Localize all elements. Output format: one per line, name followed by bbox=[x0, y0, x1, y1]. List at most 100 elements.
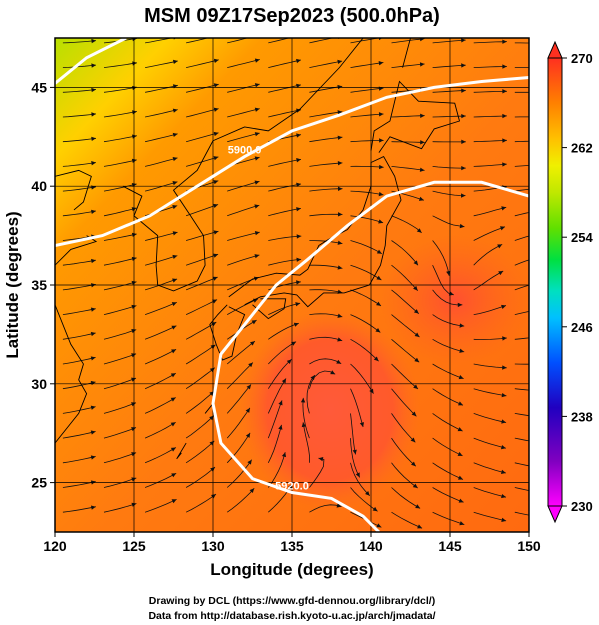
streamline-arrowhead bbox=[457, 427, 463, 432]
streamline-arrowhead bbox=[248, 362, 253, 368]
streamline-arrowhead bbox=[337, 135, 343, 140]
streamline bbox=[62, 431, 96, 439]
streamline-arrowhead bbox=[500, 444, 506, 450]
streamline-arrowhead bbox=[278, 400, 283, 406]
streamline-arrowhead bbox=[212, 276, 218, 281]
streamline bbox=[309, 264, 343, 269]
streamline bbox=[62, 506, 96, 513]
streamline bbox=[185, 321, 217, 340]
streamline-arrowhead bbox=[376, 301, 382, 306]
streamline-arrowhead bbox=[502, 336, 507, 341]
streamline-arrowhead bbox=[254, 231, 260, 236]
streamline bbox=[473, 413, 507, 423]
streamline bbox=[309, 213, 343, 217]
streamline bbox=[268, 258, 302, 266]
coastlines bbox=[55, 38, 461, 460]
streamline-arrowhead bbox=[170, 422, 176, 427]
streamline bbox=[103, 305, 137, 315]
streamline bbox=[473, 139, 507, 143]
streamline bbox=[350, 338, 379, 362]
streamline-arrowhead bbox=[247, 459, 252, 465]
streamline bbox=[432, 190, 466, 196]
streamline bbox=[145, 84, 178, 93]
streamline-arrowhead bbox=[543, 90, 548, 94]
streamline bbox=[473, 115, 507, 118]
streamline-arrowhead bbox=[457, 451, 463, 456]
streamline-arrowhead bbox=[318, 457, 324, 462]
streamline bbox=[350, 462, 370, 496]
streamline-arrowhead bbox=[502, 113, 507, 119]
streamline-arrowhead bbox=[446, 270, 451, 276]
streamline-arrowhead bbox=[132, 38, 137, 42]
streamline-arrowhead bbox=[414, 357, 420, 363]
streamline-arrowhead bbox=[296, 280, 301, 285]
streamline bbox=[432, 511, 465, 525]
streamline bbox=[514, 511, 529, 516]
streamline-arrowhead bbox=[461, 113, 466, 119]
streamline bbox=[185, 367, 215, 390]
streamline-arrowhead bbox=[337, 110, 343, 115]
streamline-arrowhead bbox=[295, 302, 301, 307]
streamline bbox=[302, 422, 310, 463]
streamline bbox=[309, 38, 335, 44]
streamline bbox=[391, 115, 425, 118]
streamline-arrowhead bbox=[500, 469, 506, 474]
streamline-arrowhead bbox=[375, 327, 381, 333]
streamline bbox=[391, 511, 423, 529]
streamline-arrowhead bbox=[458, 401, 464, 406]
streamline-arrowhead bbox=[296, 207, 301, 212]
streamline bbox=[144, 302, 177, 315]
streamline bbox=[144, 325, 177, 340]
streamline bbox=[391, 388, 417, 417]
streamline bbox=[268, 322, 299, 340]
x-tick-label: 135 bbox=[280, 538, 304, 554]
streamline-arrowhead bbox=[296, 58, 301, 64]
streamline bbox=[514, 487, 529, 491]
streamline-arrowhead bbox=[171, 302, 177, 307]
coastline bbox=[209, 304, 246, 361]
x-tick-label: 145 bbox=[438, 538, 462, 554]
streamline bbox=[432, 90, 466, 93]
streamline-arrowhead bbox=[213, 107, 219, 112]
streamline bbox=[268, 38, 291, 44]
coastline bbox=[122, 140, 214, 292]
streamline-arrowhead bbox=[172, 132, 178, 138]
streamline-arrowhead bbox=[91, 87, 97, 93]
streamline-arrowhead bbox=[461, 38, 466, 43]
streamline-arrowhead bbox=[376, 275, 382, 281]
streamline-arrowhead bbox=[542, 254, 547, 258]
streamline-arrowhead bbox=[501, 392, 507, 398]
streamline-arrowhead bbox=[419, 38, 425, 42]
streamline-arrowhead bbox=[543, 139, 548, 143]
streamline-arrowhead bbox=[300, 397, 306, 403]
streamline-arrowhead bbox=[209, 367, 215, 373]
streamline bbox=[103, 452, 137, 464]
streamline-arrowhead bbox=[543, 186, 548, 190]
streamline bbox=[103, 477, 137, 488]
y-axis-label: Latitude (degrees) bbox=[3, 211, 22, 358]
streamline bbox=[268, 208, 301, 217]
streamline-arrowhead bbox=[90, 505, 96, 510]
credit-data: Data from http://database.rish.kyoto-u.a… bbox=[148, 610, 435, 622]
streamline-arrowhead bbox=[90, 430, 96, 435]
streamline-arrowhead bbox=[501, 493, 506, 499]
streamline-arrowhead bbox=[415, 504, 421, 509]
streamline-arrowhead bbox=[91, 161, 96, 166]
streamline bbox=[350, 438, 361, 478]
streamline bbox=[226, 488, 255, 513]
streamline bbox=[432, 413, 463, 432]
coastline bbox=[204, 403, 214, 414]
colorbar: 270 262 254 246 238 230 bbox=[547, 40, 593, 524]
streamline-arrowhead bbox=[413, 384, 419, 390]
streamline-arrowhead bbox=[376, 249, 382, 254]
streamline bbox=[514, 413, 529, 417]
streamline bbox=[350, 113, 384, 118]
x-tick-label: 125 bbox=[122, 538, 146, 554]
streamline bbox=[473, 90, 507, 93]
streamline-arrowhead bbox=[497, 244, 503, 249]
streamline-arrowhead bbox=[213, 203, 219, 209]
streamline bbox=[103, 329, 137, 340]
streamline bbox=[227, 231, 260, 241]
streamline bbox=[103, 427, 137, 439]
